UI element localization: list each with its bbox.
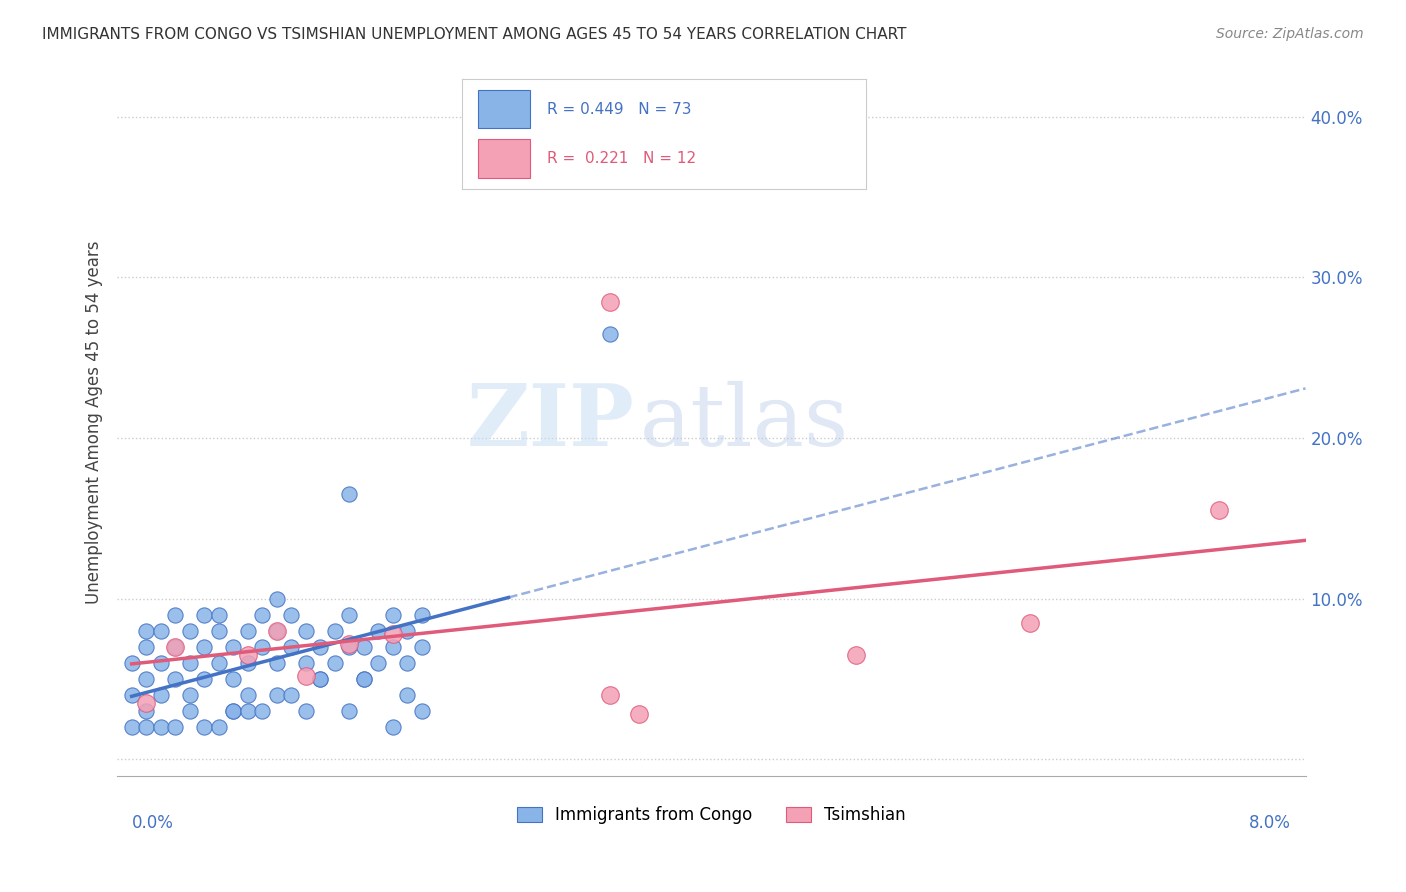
Point bbox=[280, 688, 302, 702]
Point bbox=[135, 704, 157, 718]
Point bbox=[207, 624, 229, 638]
Point bbox=[222, 672, 245, 686]
Point bbox=[294, 669, 316, 683]
Point bbox=[193, 607, 215, 622]
Point bbox=[149, 688, 172, 702]
Text: Source: ZipAtlas.com: Source: ZipAtlas.com bbox=[1216, 27, 1364, 41]
Point bbox=[381, 627, 404, 641]
Point bbox=[266, 624, 288, 638]
Point bbox=[367, 656, 389, 670]
Point bbox=[165, 607, 187, 622]
Point bbox=[280, 607, 302, 622]
Point bbox=[207, 656, 229, 670]
Point bbox=[165, 672, 187, 686]
Point bbox=[236, 704, 259, 718]
Point bbox=[323, 624, 346, 638]
Point bbox=[381, 607, 404, 622]
Point bbox=[165, 720, 187, 734]
Point bbox=[381, 720, 404, 734]
Point bbox=[411, 640, 433, 654]
Point bbox=[193, 720, 215, 734]
Point bbox=[411, 607, 433, 622]
Y-axis label: Unemployment Among Ages 45 to 54 years: Unemployment Among Ages 45 to 54 years bbox=[86, 240, 103, 604]
Point bbox=[353, 640, 375, 654]
Point bbox=[179, 624, 201, 638]
Point bbox=[193, 640, 215, 654]
Point bbox=[135, 720, 157, 734]
Point bbox=[280, 640, 302, 654]
Point bbox=[411, 704, 433, 718]
Point bbox=[395, 656, 418, 670]
Point bbox=[1019, 615, 1042, 630]
Point bbox=[266, 624, 288, 638]
Point bbox=[266, 688, 288, 702]
Point bbox=[179, 656, 201, 670]
Point bbox=[381, 640, 404, 654]
Point bbox=[323, 656, 346, 670]
Point bbox=[165, 640, 187, 654]
Point bbox=[1208, 503, 1230, 517]
Point bbox=[121, 720, 143, 734]
Point bbox=[294, 624, 316, 638]
Point bbox=[395, 688, 418, 702]
Point bbox=[627, 707, 650, 722]
Point bbox=[294, 656, 316, 670]
Point bbox=[599, 688, 621, 702]
Point bbox=[599, 326, 621, 341]
Point bbox=[250, 607, 273, 622]
Point bbox=[337, 487, 360, 501]
Point bbox=[294, 704, 316, 718]
Point bbox=[135, 696, 157, 710]
Text: ZIP: ZIP bbox=[467, 380, 634, 464]
Point bbox=[337, 637, 360, 651]
Point bbox=[165, 640, 187, 654]
Point bbox=[222, 640, 245, 654]
Text: 8.0%: 8.0% bbox=[1249, 814, 1291, 832]
Point bbox=[149, 720, 172, 734]
Point bbox=[353, 672, 375, 686]
Point bbox=[845, 648, 868, 662]
Point bbox=[193, 672, 215, 686]
Point bbox=[395, 624, 418, 638]
Text: IMMIGRANTS FROM CONGO VS TSIMSHIAN UNEMPLOYMENT AMONG AGES 45 TO 54 YEARS CORREL: IMMIGRANTS FROM CONGO VS TSIMSHIAN UNEMP… bbox=[42, 27, 907, 42]
Point bbox=[266, 591, 288, 606]
Point bbox=[121, 688, 143, 702]
Point bbox=[250, 640, 273, 654]
Point bbox=[179, 688, 201, 702]
Point bbox=[337, 640, 360, 654]
Point bbox=[337, 607, 360, 622]
Point bbox=[599, 294, 621, 309]
Point bbox=[135, 624, 157, 638]
Point bbox=[353, 672, 375, 686]
Point bbox=[222, 704, 245, 718]
Point bbox=[236, 624, 259, 638]
Point bbox=[149, 624, 172, 638]
Point bbox=[337, 704, 360, 718]
Point bbox=[367, 624, 389, 638]
Point bbox=[236, 648, 259, 662]
Point bbox=[236, 656, 259, 670]
Point bbox=[309, 672, 332, 686]
Text: atlas: atlas bbox=[640, 380, 849, 464]
Point bbox=[149, 656, 172, 670]
Point bbox=[250, 704, 273, 718]
Point bbox=[135, 672, 157, 686]
Point bbox=[121, 656, 143, 670]
Legend: Immigrants from Congo, Tsimshian: Immigrants from Congo, Tsimshian bbox=[510, 799, 912, 830]
Text: 0.0%: 0.0% bbox=[132, 814, 173, 832]
Point bbox=[236, 688, 259, 702]
Point bbox=[309, 640, 332, 654]
Point bbox=[207, 720, 229, 734]
Point bbox=[179, 704, 201, 718]
Point bbox=[135, 640, 157, 654]
Point bbox=[266, 656, 288, 670]
Point bbox=[309, 672, 332, 686]
Point bbox=[222, 704, 245, 718]
Point bbox=[207, 607, 229, 622]
